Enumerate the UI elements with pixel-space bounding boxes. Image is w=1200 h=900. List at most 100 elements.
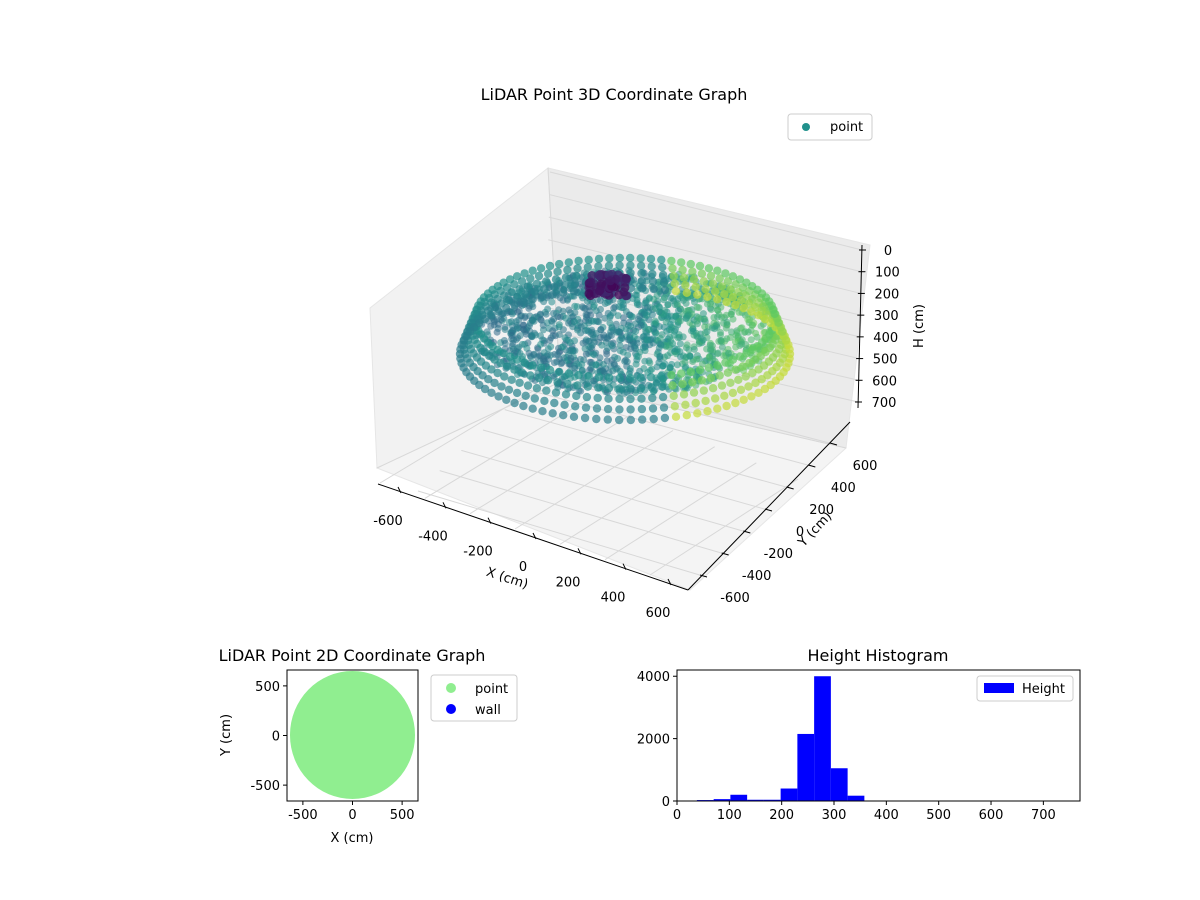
point-3d bbox=[647, 262, 656, 271]
point-3d bbox=[648, 404, 658, 413]
point-cloud-3d bbox=[455, 253, 795, 425]
point-3d bbox=[703, 292, 712, 301]
point-3d bbox=[502, 304, 511, 313]
point-3d bbox=[616, 336, 624, 344]
point-3d bbox=[695, 261, 705, 271]
point-3d bbox=[701, 396, 710, 406]
point-3d bbox=[544, 305, 552, 313]
point-3d bbox=[537, 340, 545, 348]
point-3d bbox=[699, 277, 708, 286]
point-3d bbox=[579, 376, 587, 384]
point-3d bbox=[545, 261, 555, 271]
point-3d bbox=[551, 388, 561, 397]
point-3d bbox=[689, 275, 699, 284]
point-3d bbox=[615, 373, 624, 383]
y-tick-3d bbox=[743, 530, 751, 534]
point-3d bbox=[641, 309, 649, 317]
point-3d bbox=[590, 301, 598, 309]
point-3d bbox=[532, 331, 540, 339]
point-3d bbox=[604, 384, 614, 393]
point-3d bbox=[748, 368, 757, 378]
y-tick-label-2d: 0 bbox=[272, 730, 280, 745]
point-3d bbox=[632, 360, 640, 368]
point-3d bbox=[564, 295, 571, 303]
point-3d bbox=[583, 311, 591, 319]
point-3d bbox=[717, 282, 727, 291]
point-3d bbox=[603, 415, 612, 424]
x-tick-label-2d: 0 bbox=[348, 808, 356, 823]
x-axis-line bbox=[377, 483, 689, 591]
grid-line-x bbox=[469, 413, 632, 515]
point-3d bbox=[711, 287, 720, 296]
point-3d bbox=[533, 353, 541, 361]
legend-wall-label: wall bbox=[475, 703, 501, 718]
point-3d bbox=[597, 334, 605, 341]
point-3d bbox=[516, 332, 524, 340]
grid-line-y bbox=[482, 429, 769, 511]
point-3d bbox=[519, 401, 528, 411]
point-3d bbox=[581, 403, 591, 412]
point-3d bbox=[749, 321, 757, 329]
point-3d bbox=[501, 326, 509, 333]
point-3d bbox=[592, 414, 601, 424]
point-3d bbox=[693, 355, 701, 363]
point-3d bbox=[770, 309, 779, 318]
point-3d bbox=[704, 264, 714, 273]
point-3d bbox=[670, 402, 679, 411]
point-3d bbox=[530, 394, 539, 403]
point-3d bbox=[585, 319, 593, 327]
point-3d bbox=[722, 311, 730, 319]
point-3d bbox=[550, 398, 559, 408]
point-3d bbox=[603, 357, 611, 365]
point-3d bbox=[571, 309, 579, 317]
point-3d bbox=[637, 321, 645, 329]
point-3d bbox=[666, 364, 674, 372]
point-3d bbox=[526, 352, 534, 360]
point-3d bbox=[540, 396, 549, 406]
point-3d bbox=[549, 309, 557, 317]
y-axis-line bbox=[687, 421, 851, 591]
point-3d bbox=[701, 284, 710, 294]
point-3d bbox=[510, 398, 519, 408]
y-tick-label-3d: -600 bbox=[720, 591, 750, 606]
point-3d bbox=[521, 290, 530, 299]
point-3d bbox=[711, 325, 719, 333]
legend-3d-label: point bbox=[830, 120, 863, 135]
x-tick-3d bbox=[532, 532, 537, 540]
point-3d bbox=[611, 303, 619, 311]
point-3d bbox=[555, 367, 564, 377]
point-3d bbox=[593, 393, 602, 403]
point-3d bbox=[655, 303, 663, 311]
point-3d bbox=[569, 412, 579, 421]
point-3d bbox=[516, 349, 524, 357]
point-3d bbox=[561, 273, 571, 282]
point-3d bbox=[521, 391, 530, 400]
point-3d bbox=[726, 378, 735, 387]
point-3d bbox=[523, 282, 533, 291]
legend-wall-marker bbox=[446, 704, 456, 714]
point-3d bbox=[646, 372, 656, 382]
point-3d bbox=[689, 388, 699, 397]
point-3d bbox=[528, 361, 537, 370]
point-3d bbox=[669, 340, 677, 347]
y-tick-label-3d: -200 bbox=[764, 547, 794, 562]
point-3d bbox=[560, 400, 569, 409]
point-3d bbox=[493, 368, 502, 378]
point-3d bbox=[627, 345, 635, 353]
legend-3d: point bbox=[787, 113, 873, 141]
scatter-2d-area bbox=[289, 670, 416, 800]
point-3d bbox=[597, 279, 606, 289]
point-3d bbox=[528, 266, 537, 275]
point-3d bbox=[744, 382, 753, 391]
point-3d bbox=[525, 322, 533, 330]
histogram-bar bbox=[830, 768, 848, 801]
point-3d bbox=[697, 269, 707, 278]
point-3d bbox=[713, 361, 722, 370]
point-3d bbox=[697, 376, 707, 385]
point-3d bbox=[673, 361, 681, 369]
point-3d bbox=[520, 269, 529, 278]
x-tick-3d bbox=[622, 563, 627, 570]
point-3d bbox=[626, 373, 635, 383]
point-3d bbox=[734, 375, 743, 384]
